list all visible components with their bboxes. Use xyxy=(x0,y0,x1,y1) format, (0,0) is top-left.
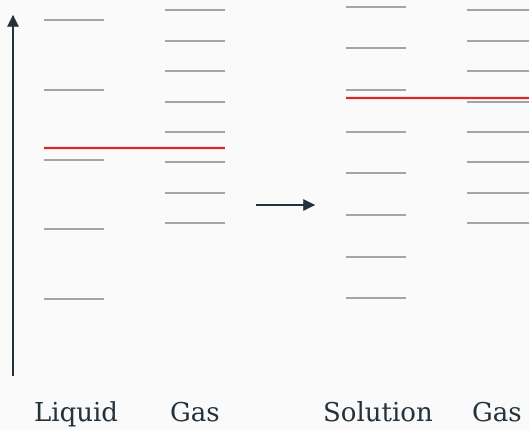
gas-left-label: Gas xyxy=(170,398,220,428)
gas-left-levels xyxy=(165,9,225,224)
liquid-label: Liquid xyxy=(34,398,118,428)
solution-levels xyxy=(346,6,406,299)
liquid-levels xyxy=(44,19,104,300)
gas-right-label: Gas xyxy=(472,398,522,428)
solution-label: Solution xyxy=(323,398,433,428)
gas-right-levels xyxy=(467,9,529,224)
